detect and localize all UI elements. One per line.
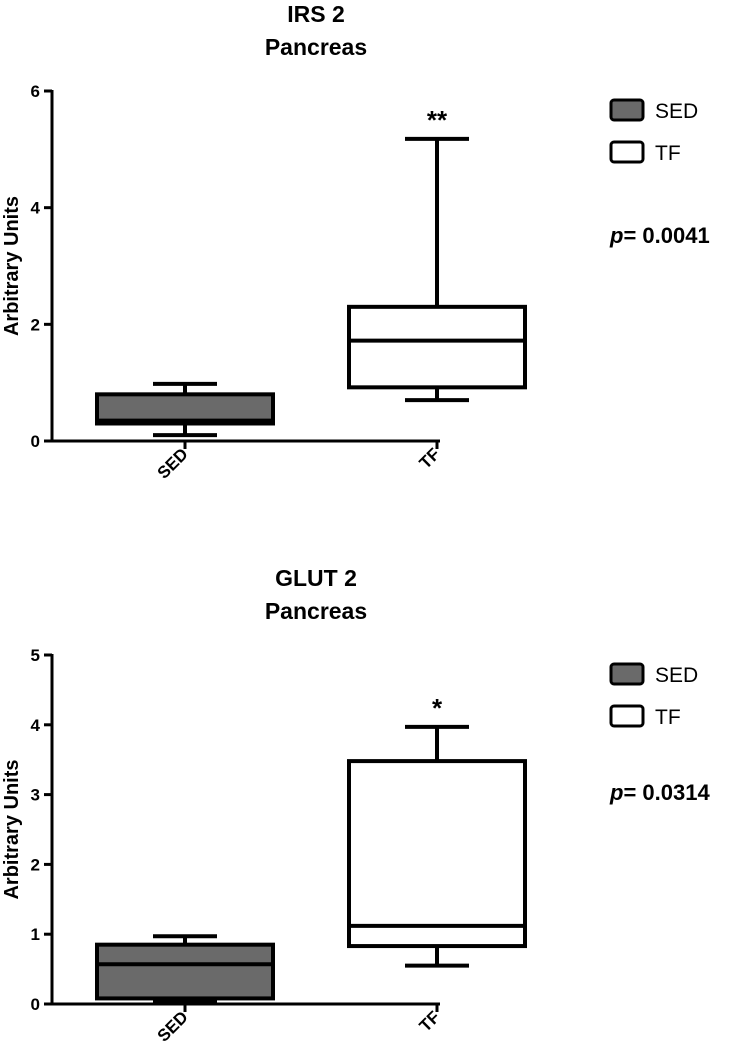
- legend-label: TF: [655, 142, 681, 165]
- y-tick-label: 0: [31, 432, 40, 451]
- box-tf: [347, 136, 527, 403]
- p-value-text: = 0.0314: [623, 780, 710, 805]
- legend-label: SED: [655, 664, 698, 687]
- x-tick-label: SED: [154, 444, 192, 482]
- box-iqr: [347, 759, 527, 949]
- glut2-chart: GLUT 2 Pancreas 0 1 2 3 4 5 Arbitrary Units SED TF…: [1, 565, 710, 1046]
- p-value-text: = 0.0041: [623, 223, 709, 248]
- chart-title-line: Pancreas: [265, 598, 367, 624]
- y-tick-label: 5: [31, 646, 40, 665]
- x-tick-label: SED: [154, 1007, 192, 1045]
- p-value: p= 0.0314: [609, 780, 710, 805]
- y-tick-label: 0: [31, 995, 40, 1014]
- box-iqr: [347, 304, 527, 390]
- significance-marker: **: [427, 105, 448, 135]
- y-tick-label: 6: [31, 82, 40, 101]
- x-tick-label: TF: [416, 1007, 444, 1035]
- chart-title-line: Pancreas: [265, 34, 367, 60]
- p-value-symbol: p: [609, 780, 623, 805]
- legend-swatch: [609, 662, 645, 686]
- x-tick-label: TF: [416, 444, 444, 472]
- y-tick-label: 2: [31, 855, 40, 874]
- box-iqr: [95, 942, 275, 1001]
- y-tick-label: 1: [31, 925, 40, 944]
- chart-title-line: GLUT 2: [275, 565, 357, 591]
- p-value: p= 0.0041: [609, 223, 710, 248]
- p-value-symbol: p: [609, 223, 623, 248]
- legend-swatch: [609, 704, 645, 728]
- y-tick-label: 2: [31, 315, 40, 334]
- legend-label: SED: [655, 100, 698, 123]
- legend-label: TF: [655, 706, 681, 729]
- legend-swatch: [609, 98, 645, 122]
- y-tick-label: 3: [31, 786, 40, 805]
- significance-marker: *: [432, 693, 443, 723]
- y-axis-label: Arbitrary Units: [1, 196, 23, 336]
- chart-title-line: IRS 2: [287, 1, 345, 27]
- legend-swatch: [609, 140, 645, 164]
- box-tf: [347, 724, 527, 968]
- y-axis-label: Arbitrary Units: [1, 759, 23, 899]
- y-tick-label: 4: [31, 716, 41, 735]
- box-sed: [95, 934, 275, 1003]
- irs2-chart: IRS 2 Pancreas 0 2 4 6 Arbitrary Units SED TF ** S…: [1, 1, 710, 483]
- y-tick-label: 4: [31, 199, 41, 218]
- box-sed: [95, 381, 275, 438]
